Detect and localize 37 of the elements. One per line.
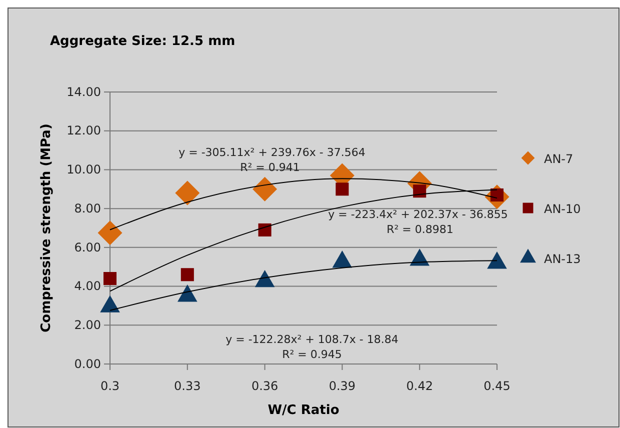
legend-label: AN-13 [544,252,581,266]
point [100,295,120,312]
y-tick-label: 2.00 [74,318,101,332]
y-tick-label: 10.00 [66,162,101,177]
x-tick-label: 0.42 [406,378,433,393]
x-tick-label: 0.39 [328,378,356,393]
annotation: y = -223.4x² + 202.37x - 36.855 [328,208,508,221]
legend-label: AN-10 [544,202,581,216]
y-tick-label: 14.00 [66,84,101,99]
x-axis-title: W/C Ratio [268,403,340,418]
annotation: R² = 0.941 [240,161,300,174]
y-tick-label: 0.00 [74,356,101,371]
annotation: y = -305.11x² + 239.76x - 37.564 [178,146,366,159]
point [254,270,275,288]
point [332,250,352,268]
point [252,176,278,202]
legend-label: AN-7 [544,152,574,166]
y-tick-label: 4.00 [74,279,101,294]
y-tick-label: 6.00 [74,240,101,254]
y-tick-label: 12.00 [66,124,101,138]
x-tick-label: 0.33 [174,378,201,393]
point [177,284,198,302]
point [336,182,349,196]
annotation: R² = 0.8981 [386,223,454,236]
point [413,184,426,198]
annotation: R² = 0.945 [282,348,342,361]
point [258,223,272,236]
y-axis-title: Compressive strength (MPa) [39,124,54,332]
point [410,248,430,266]
point [175,180,200,206]
annotation: y = -122.28x² + 108.7x - 18.84 [226,333,398,346]
x-tick-label: 0.36 [251,378,278,393]
y-tick-label: 8.00 [74,201,101,216]
point [487,252,507,269]
chart-title: Aggregate Size: 12.5 mm [50,34,236,49]
x-tick-label: 0.3 [100,378,120,393]
x-tick-label: 0.45 [484,378,510,393]
